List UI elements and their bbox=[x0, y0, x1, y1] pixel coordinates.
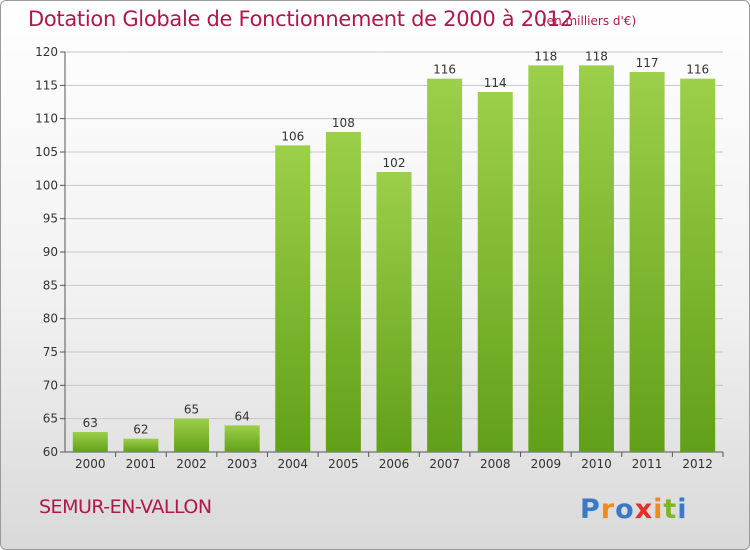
value-label-2012: 116 bbox=[686, 63, 709, 77]
y-tick-label: 100 bbox=[35, 178, 58, 192]
bar-2002 bbox=[174, 418, 210, 452]
x-tick-label-2009: 2009 bbox=[531, 457, 562, 471]
value-label-2003: 64 bbox=[235, 409, 250, 423]
y-tick-label: 75 bbox=[43, 345, 58, 359]
y-tick-label: 120 bbox=[35, 45, 58, 59]
value-label-2008: 114 bbox=[484, 76, 507, 90]
x-tick-label-2011: 2011 bbox=[632, 457, 663, 471]
value-label-2010: 118 bbox=[585, 49, 608, 63]
y-tick-label: 85 bbox=[43, 278, 58, 292]
value-label-2002: 65 bbox=[184, 403, 199, 417]
value-label-2007: 116 bbox=[433, 63, 456, 77]
bar-2012 bbox=[680, 78, 716, 453]
value-label-2006: 102 bbox=[383, 156, 406, 170]
y-tick-label: 65 bbox=[43, 412, 58, 426]
x-tick-label-2000: 2000 bbox=[75, 457, 106, 471]
bars bbox=[72, 65, 716, 453]
axes: 60 65 70 75 80 85 90 95 100 105 110 115 120 2000 2001 2… bbox=[35, 45, 724, 471]
bar-2005 bbox=[325, 132, 361, 452]
x-tick-label-2006: 2006 bbox=[379, 457, 410, 471]
proxiti-logo: Proxiti bbox=[580, 494, 688, 525]
x-tick-label-2010: 2010 bbox=[581, 457, 612, 471]
bar-2000 bbox=[72, 432, 108, 452]
y-tick-label: 95 bbox=[43, 212, 58, 226]
value-label-2004: 106 bbox=[281, 129, 304, 143]
bar-2011 bbox=[629, 72, 665, 452]
bar-2006 bbox=[376, 172, 412, 452]
y-tick-label: 60 bbox=[43, 445, 58, 459]
bar-2010 bbox=[578, 65, 614, 452]
city-name: SEMUR-EN-VALLON bbox=[39, 496, 212, 518]
x-tick-label-2001: 2001 bbox=[126, 457, 157, 471]
svg-text:Proxiti: Proxiti bbox=[580, 494, 688, 525]
x-tick-label-2005: 2005 bbox=[328, 457, 359, 471]
bar-2008 bbox=[477, 92, 513, 452]
y-tick-label: 80 bbox=[43, 312, 58, 326]
x-tick-label-2004: 2004 bbox=[277, 457, 308, 471]
x-tick-label-2008: 2008 bbox=[480, 457, 511, 471]
chart-title: Dotation Globale de Fonctionnement de 20… bbox=[28, 7, 573, 31]
value-label-2005: 108 bbox=[332, 116, 355, 130]
value-labels: 63 62 65 64 106 108 102 116 114 118 118 117 116 bbox=[83, 49, 709, 436]
value-label-2001: 62 bbox=[133, 423, 148, 437]
value-label-2009: 118 bbox=[534, 49, 557, 63]
bar-2004 bbox=[275, 145, 311, 453]
y-tick-label: 70 bbox=[43, 378, 58, 392]
y-tick-label: 90 bbox=[43, 245, 58, 259]
value-label-2000: 63 bbox=[83, 416, 98, 430]
y-tick-label: 115 bbox=[35, 78, 58, 92]
y-tick-label: 105 bbox=[35, 145, 58, 159]
x-tick-label-2012: 2012 bbox=[682, 457, 713, 471]
bar-2009 bbox=[528, 65, 564, 452]
y-tick-label: 110 bbox=[35, 112, 58, 126]
bar-2001 bbox=[123, 438, 159, 452]
x-tick-label-2003: 2003 bbox=[227, 457, 258, 471]
x-tick-label-2002: 2002 bbox=[176, 457, 207, 471]
value-label-2011: 117 bbox=[636, 56, 659, 70]
x-tick-label-2007: 2007 bbox=[429, 457, 460, 471]
bar-2003 bbox=[224, 425, 260, 452]
chart-unit-label: (en milliers d'€) bbox=[542, 14, 637, 28]
bar-2007 bbox=[427, 78, 463, 453]
